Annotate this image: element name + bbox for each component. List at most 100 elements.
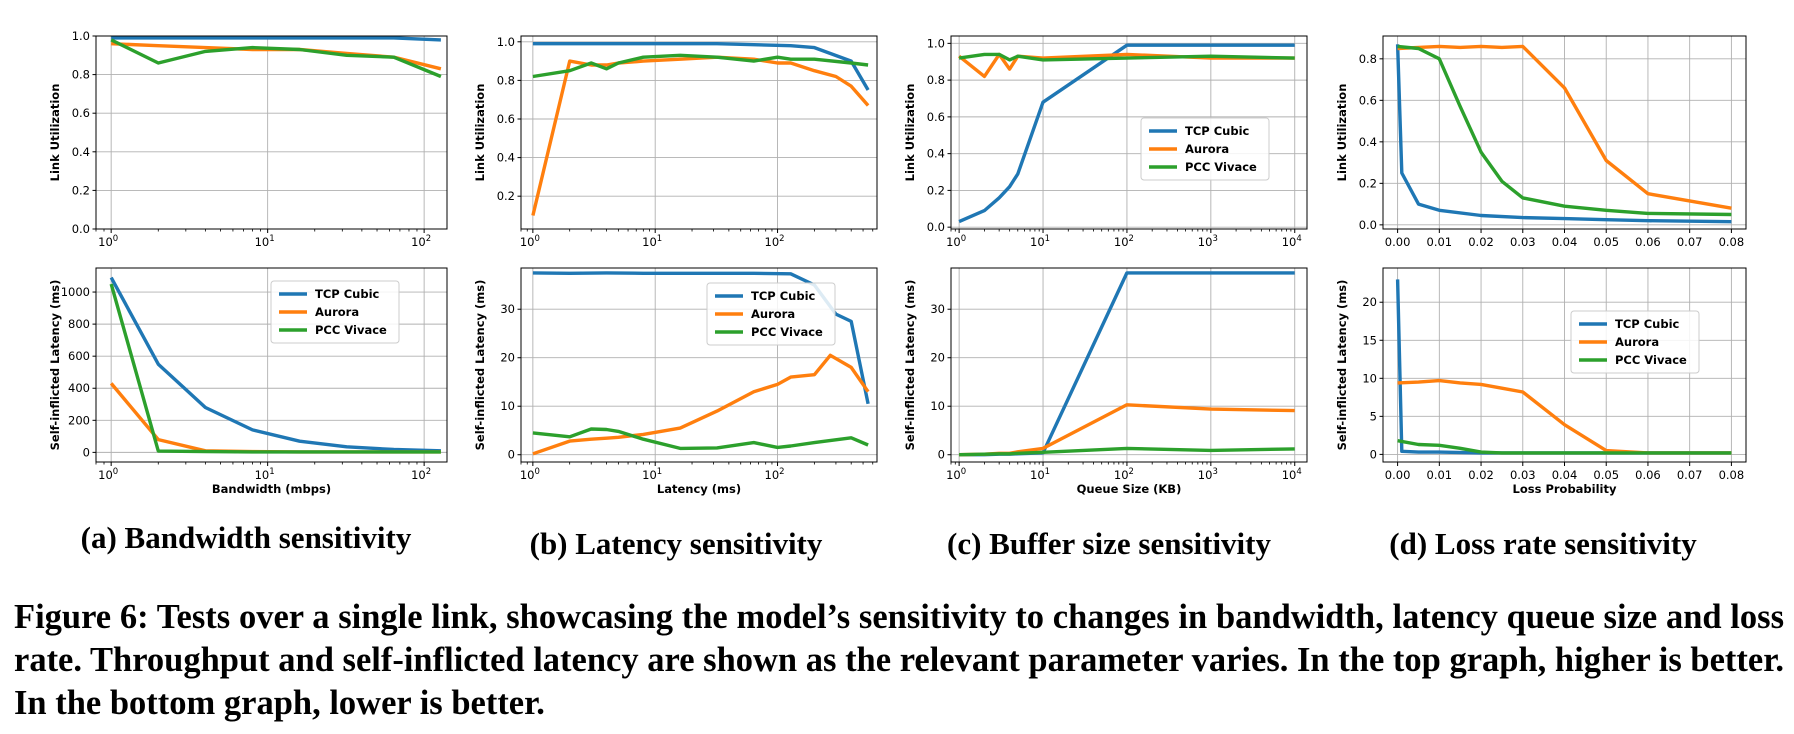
series-line-tcp-cubic	[109, 276, 441, 453]
y-tick-label: 0.4	[927, 147, 945, 161]
y-tick-label: 0	[938, 448, 945, 462]
legend-label: Aurora	[751, 307, 795, 321]
plot-frame	[520, 267, 878, 463]
y-tick-label: 0.4	[1359, 135, 1377, 149]
x-tick-label: 103	[1198, 234, 1218, 249]
x-tick-label: 0.07	[1677, 235, 1703, 249]
chart-d-bottom: 0 5 10 15 20 0.00 0.01 0.02 0.03 0.04 0.05 0.06 0.07…	[1335, 267, 1747, 496]
y-tick-label: 1.0	[72, 29, 90, 43]
x-tick-label: 100	[946, 234, 966, 249]
subcaption-c: (c) Buffer size sensitivity	[947, 526, 1271, 561]
series-line-aurora	[532, 353, 870, 456]
legend-box	[1140, 117, 1270, 181]
x-tick-label: 101	[255, 467, 275, 482]
legend-label: PCC Vivace	[1185, 160, 1257, 174]
x-tick-label: 0.08	[1719, 235, 1745, 249]
plot-frame	[95, 267, 448, 463]
series-line-tcp-cubic	[1395, 44, 1732, 224]
y-tick-label: 0.0	[927, 220, 945, 234]
x-tick-label: 0.06	[1635, 235, 1661, 249]
x-tick-label: 0.00	[1385, 468, 1411, 482]
chart-a-top: 0.0 0.2 0.4 0.6 0.8 1.0 100 101 102 Link Utilizat…	[48, 29, 448, 249]
y-tick-label: 600	[68, 349, 90, 363]
legend-label: Aurora	[1615, 335, 1659, 349]
chart-c-bottom: 0 10 20 30 100 101 102 103 104 Queue Size (KB) Sel…	[903, 267, 1308, 496]
x-tick-label: 102	[411, 234, 431, 249]
plot-frame	[520, 35, 878, 230]
y-tick-label: 0.8	[1359, 52, 1377, 66]
subcaption-a: (a) Bandwidth sensitivity	[80, 520, 412, 555]
y-tick-label: 0.8	[927, 73, 945, 87]
y-tick-label: 0.2	[1359, 176, 1377, 190]
series-line-tcp-cubic	[111, 36, 441, 42]
x-tick-label: 0.03	[1510, 235, 1536, 249]
y-tick-label: 20	[500, 351, 515, 365]
y-tick-label: 5	[1370, 409, 1377, 423]
y-tick-label: 0.2	[72, 183, 90, 197]
y-axis-label: Link Utilization	[1335, 84, 1349, 182]
x-tick-label: 0.04	[1552, 235, 1578, 249]
series-line-pcc-vivace	[1397, 439, 1732, 455]
y-tick-label: 0.6	[927, 110, 945, 124]
chart-b-top: 0.2 0.4 0.6 0.8 1.0 100 101 102 Link Utilization	[473, 35, 878, 249]
y-tick-label: 0.6	[1359, 93, 1377, 107]
x-axis-label: Loss Probability	[1513, 482, 1617, 496]
series-line-pcc-vivace	[110, 38, 442, 79]
y-tick-label: 0	[508, 448, 515, 462]
y-tick-label: 0.2	[927, 183, 945, 197]
legend-box	[270, 280, 400, 344]
x-tick-label: 0.07	[1677, 468, 1703, 482]
x-tick-label: 0.05	[1593, 468, 1619, 482]
y-tick-label: 15	[1362, 333, 1377, 347]
series-line-aurora	[531, 55, 870, 216]
series-line-aurora	[1397, 44, 1732, 210]
x-tick-label: 101	[1030, 234, 1050, 249]
y-tick-label: 10	[500, 399, 515, 413]
y-tick-label: 10	[930, 399, 945, 413]
y-tick-label: 30	[930, 302, 945, 316]
y-tick-label: 200	[68, 413, 90, 427]
legend-label: PCC Vivace	[751, 325, 823, 339]
plot-frame	[950, 267, 1308, 463]
series-line-pcc-vivace	[1397, 44, 1732, 217]
x-tick-label: 0.02	[1468, 468, 1494, 482]
y-tick-label: 0.6	[497, 112, 515, 126]
legend: TCP Cubic Aurora PCC Vivace	[270, 280, 400, 344]
y-axis-label: Link Utilization	[48, 84, 62, 182]
y-tick-label: 800	[68, 317, 90, 331]
x-tick-label: 0.00	[1385, 235, 1411, 249]
plot-frame	[950, 35, 1308, 230]
series-line-tcp-cubic	[532, 271, 870, 405]
x-tick-label: 100	[98, 234, 118, 249]
chart-d-top: 0.0 0.2 0.4 0.6 0.8 0.00 0.01 0.02 0.03 0.04 0.05 0…	[1335, 35, 1747, 249]
y-tick-label: 20	[930, 351, 945, 365]
x-axis-label: Bandwidth (mbps)	[212, 482, 331, 496]
y-axis-label: Self-inflicted Latency (ms)	[903, 280, 917, 451]
subcaption-b: (b) Latency sensitivity	[529, 526, 823, 561]
y-tick-label: 1.0	[497, 35, 515, 49]
y-axis-label: Self-inflicted Latency (ms)	[48, 280, 62, 451]
legend: TCP Cubic Aurora PCC Vivace	[1570, 310, 1700, 374]
y-tick-label: 0.2	[497, 189, 515, 203]
x-tick-label: 101	[642, 234, 662, 249]
x-tick-label: 103	[1198, 467, 1218, 482]
y-tick-label: 0.4	[72, 145, 90, 159]
x-axis-label: Latency (ms)	[657, 482, 741, 496]
x-tick-label: 101	[255, 234, 275, 249]
x-tick-label: 0.01	[1427, 468, 1453, 482]
series-line-pcc-vivace	[958, 52, 1295, 62]
x-tick-label: 101	[642, 467, 662, 482]
x-tick-label: 0.05	[1593, 235, 1619, 249]
y-tick-label: 0	[83, 445, 90, 459]
legend-label: Aurora	[315, 305, 359, 319]
x-tick-label: 100	[946, 467, 966, 482]
legend-label: TCP Cubic	[315, 287, 380, 301]
x-axis-label: Queue Size (KB)	[1077, 482, 1182, 496]
y-axis-label: Self-inflicted Latency (ms)	[1335, 280, 1349, 451]
x-tick-label: 104	[1282, 467, 1302, 482]
legend-label: TCP Cubic	[1185, 124, 1250, 138]
y-tick-label: 1000	[61, 285, 90, 299]
x-tick-label: 102	[1114, 467, 1134, 482]
x-tick-label: 102	[765, 467, 785, 482]
